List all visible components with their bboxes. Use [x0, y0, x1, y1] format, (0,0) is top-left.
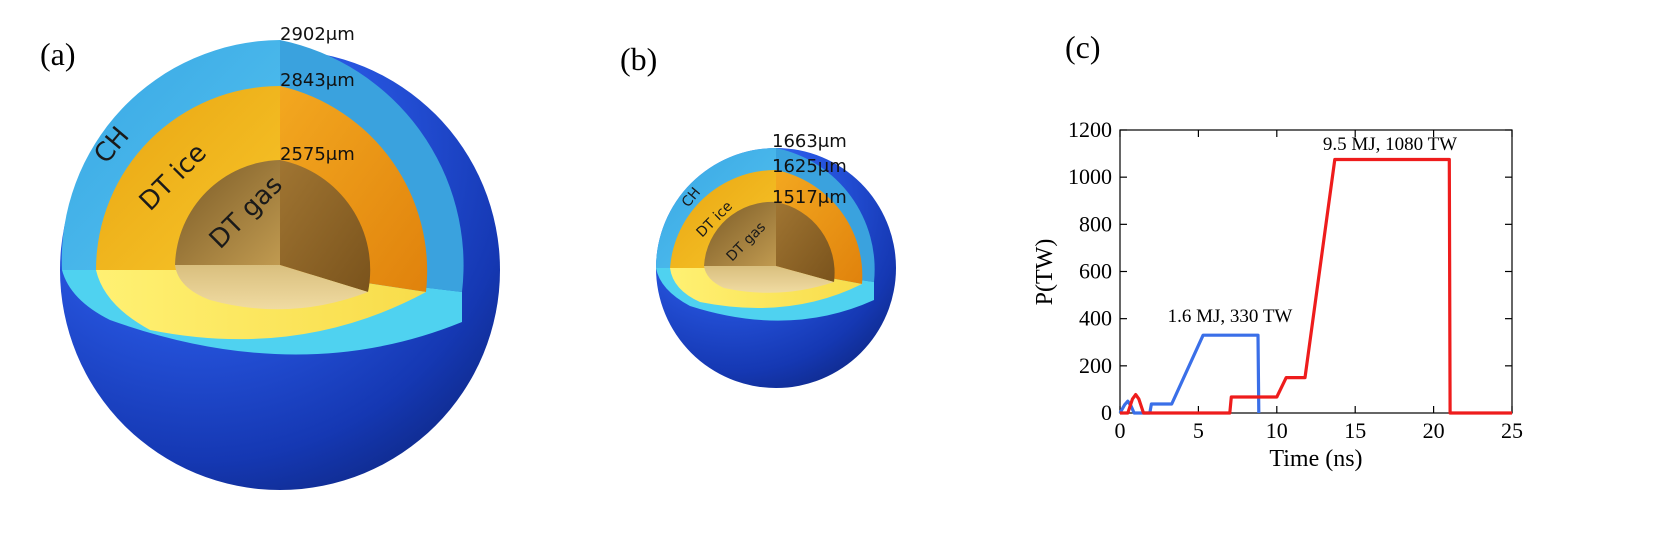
y-axis: 0 200 400 600 800 1000 1200: [1068, 117, 1512, 425]
radius-label-outer-b: 1663μm: [772, 131, 847, 152]
gas-cut-bottom-b: [704, 266, 834, 293]
y-tick-label: 400: [1079, 306, 1112, 331]
y-tick-label: 1200: [1068, 117, 1112, 142]
x-tick-label: 20: [1423, 418, 1445, 443]
gas-cut-bottom: [175, 265, 368, 310]
y-tick-label: 200: [1079, 353, 1112, 378]
x-tick-label: 0: [1115, 418, 1126, 443]
gas-cut-left-b: [704, 201, 776, 266]
radius-label-mid-b: 1625μm: [772, 156, 847, 177]
x-axis-title: Time (ns): [1269, 446, 1362, 472]
radius-label-outer-a: 2902μm: [280, 24, 355, 45]
power-chart: 0 200 400 600 800 1000 1200 0 5 10 15 20 25 1.6 MJ,…: [1032, 117, 1523, 472]
panel-label-b: (b): [620, 41, 657, 77]
series-line-red: [1120, 157, 1512, 415]
gas-cut-left: [175, 160, 280, 265]
panel-label-c: (c): [1065, 29, 1101, 65]
target-sphere-b: [656, 148, 896, 388]
series-group: [1118, 157, 1512, 415]
y-axis-title: P(TW): [1032, 239, 1058, 306]
target-sphere-a: [60, 40, 500, 490]
x-tick-label: 5: [1193, 418, 1204, 443]
radius-label-inner-a: 2575μm: [280, 144, 355, 165]
plot-frame: [1119, 129, 1513, 414]
x-tick-label: 10: [1266, 418, 1288, 443]
x-axis: 0 5 10 15 20 25: [1115, 130, 1523, 443]
y-tick-label: 800: [1079, 211, 1112, 236]
radius-label-mid-a: 2843μm: [280, 70, 355, 91]
annotations: 1.6 MJ, 330 TW 9.5 MJ, 1080 TW: [1168, 134, 1458, 327]
panel-label-a: (a): [40, 36, 76, 72]
radius-label-inner-b: 1517μm: [772, 187, 847, 208]
y-tick-label: 600: [1079, 259, 1112, 284]
gas-cut-right: [280, 160, 371, 292]
y-tick-label: 1000: [1068, 164, 1112, 189]
annotation-blue: 1.6 MJ, 330 TW: [1168, 306, 1293, 327]
annotation-red: 9.5 MJ, 1080 TW: [1323, 134, 1457, 155]
x-tick-label: 25: [1501, 418, 1523, 443]
y-tick-label: 0: [1101, 400, 1112, 425]
x-tick-label: 15: [1344, 418, 1366, 443]
gas-cut-right-b: [776, 202, 835, 282]
